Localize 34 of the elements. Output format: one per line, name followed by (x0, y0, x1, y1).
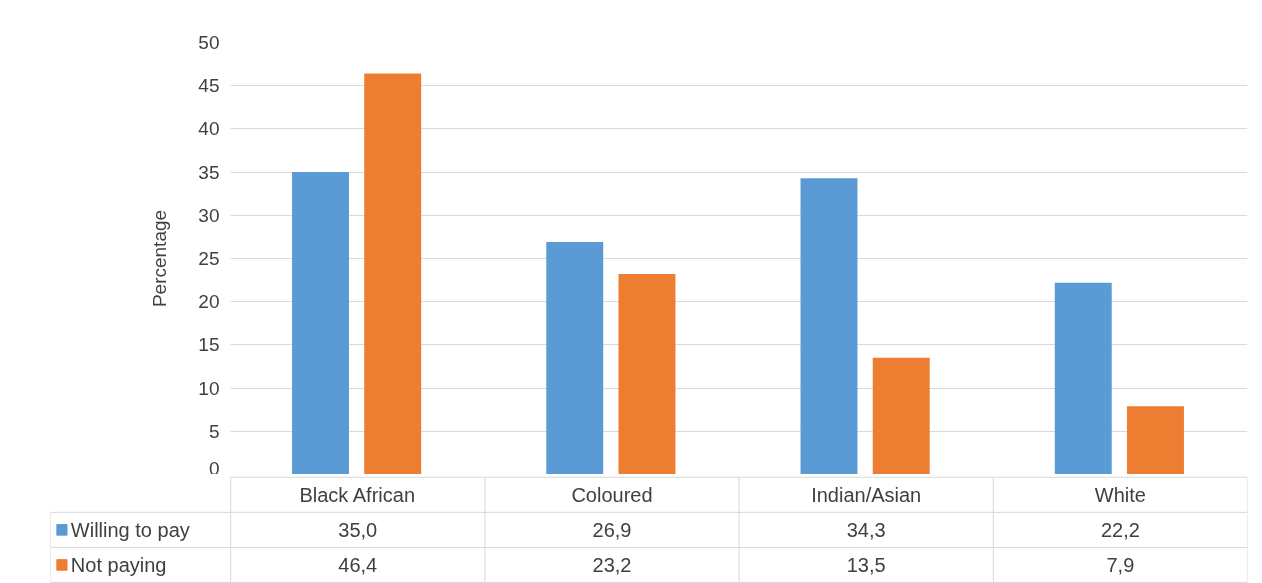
data-label: 22,2 (1100, 518, 1140, 541)
bar (800, 178, 858, 474)
y-tick-label: 0 (208, 457, 220, 479)
x-tick-label: White (1094, 483, 1146, 506)
y-tick-label: 5 (208, 420, 220, 442)
x-tick-label: Black African (299, 483, 416, 506)
bar (872, 357, 930, 474)
y-tick-label: 20 (198, 291, 220, 313)
y-tick-label: 30 (198, 204, 220, 226)
y-axis-title: Percentage (149, 209, 171, 308)
bar (1054, 282, 1112, 474)
y-tick-label: 15 (198, 334, 220, 356)
y-tick-label: 50 (198, 32, 220, 53)
y-tick-label: 40 (198, 118, 220, 140)
bar (546, 242, 604, 474)
y-tick-label: 35 (198, 161, 220, 183)
data-label: 35,0 (338, 518, 378, 541)
data-label: 26,9 (592, 518, 632, 541)
y-tick-label: 10 (198, 377, 220, 399)
y-tick-label: 25 (198, 248, 220, 269)
x-tick-label: Coloured (571, 483, 653, 506)
bar (1126, 406, 1184, 474)
data-label: 7,9 (1106, 553, 1135, 576)
data-label: 46,4 (338, 553, 378, 576)
data-label: 23,2 (592, 553, 632, 576)
bar (618, 274, 676, 474)
x-tick-label: Indian/Asian (811, 483, 922, 506)
bar (292, 172, 349, 474)
y-tick-label: 45 (198, 75, 220, 97)
legend-label: Not paying (70, 553, 167, 576)
bar (364, 73, 422, 474)
data-label: 13,5 (846, 553, 886, 576)
legend-label: Willing to pay (70, 518, 190, 541)
data-label: 34,3 (846, 518, 886, 541)
